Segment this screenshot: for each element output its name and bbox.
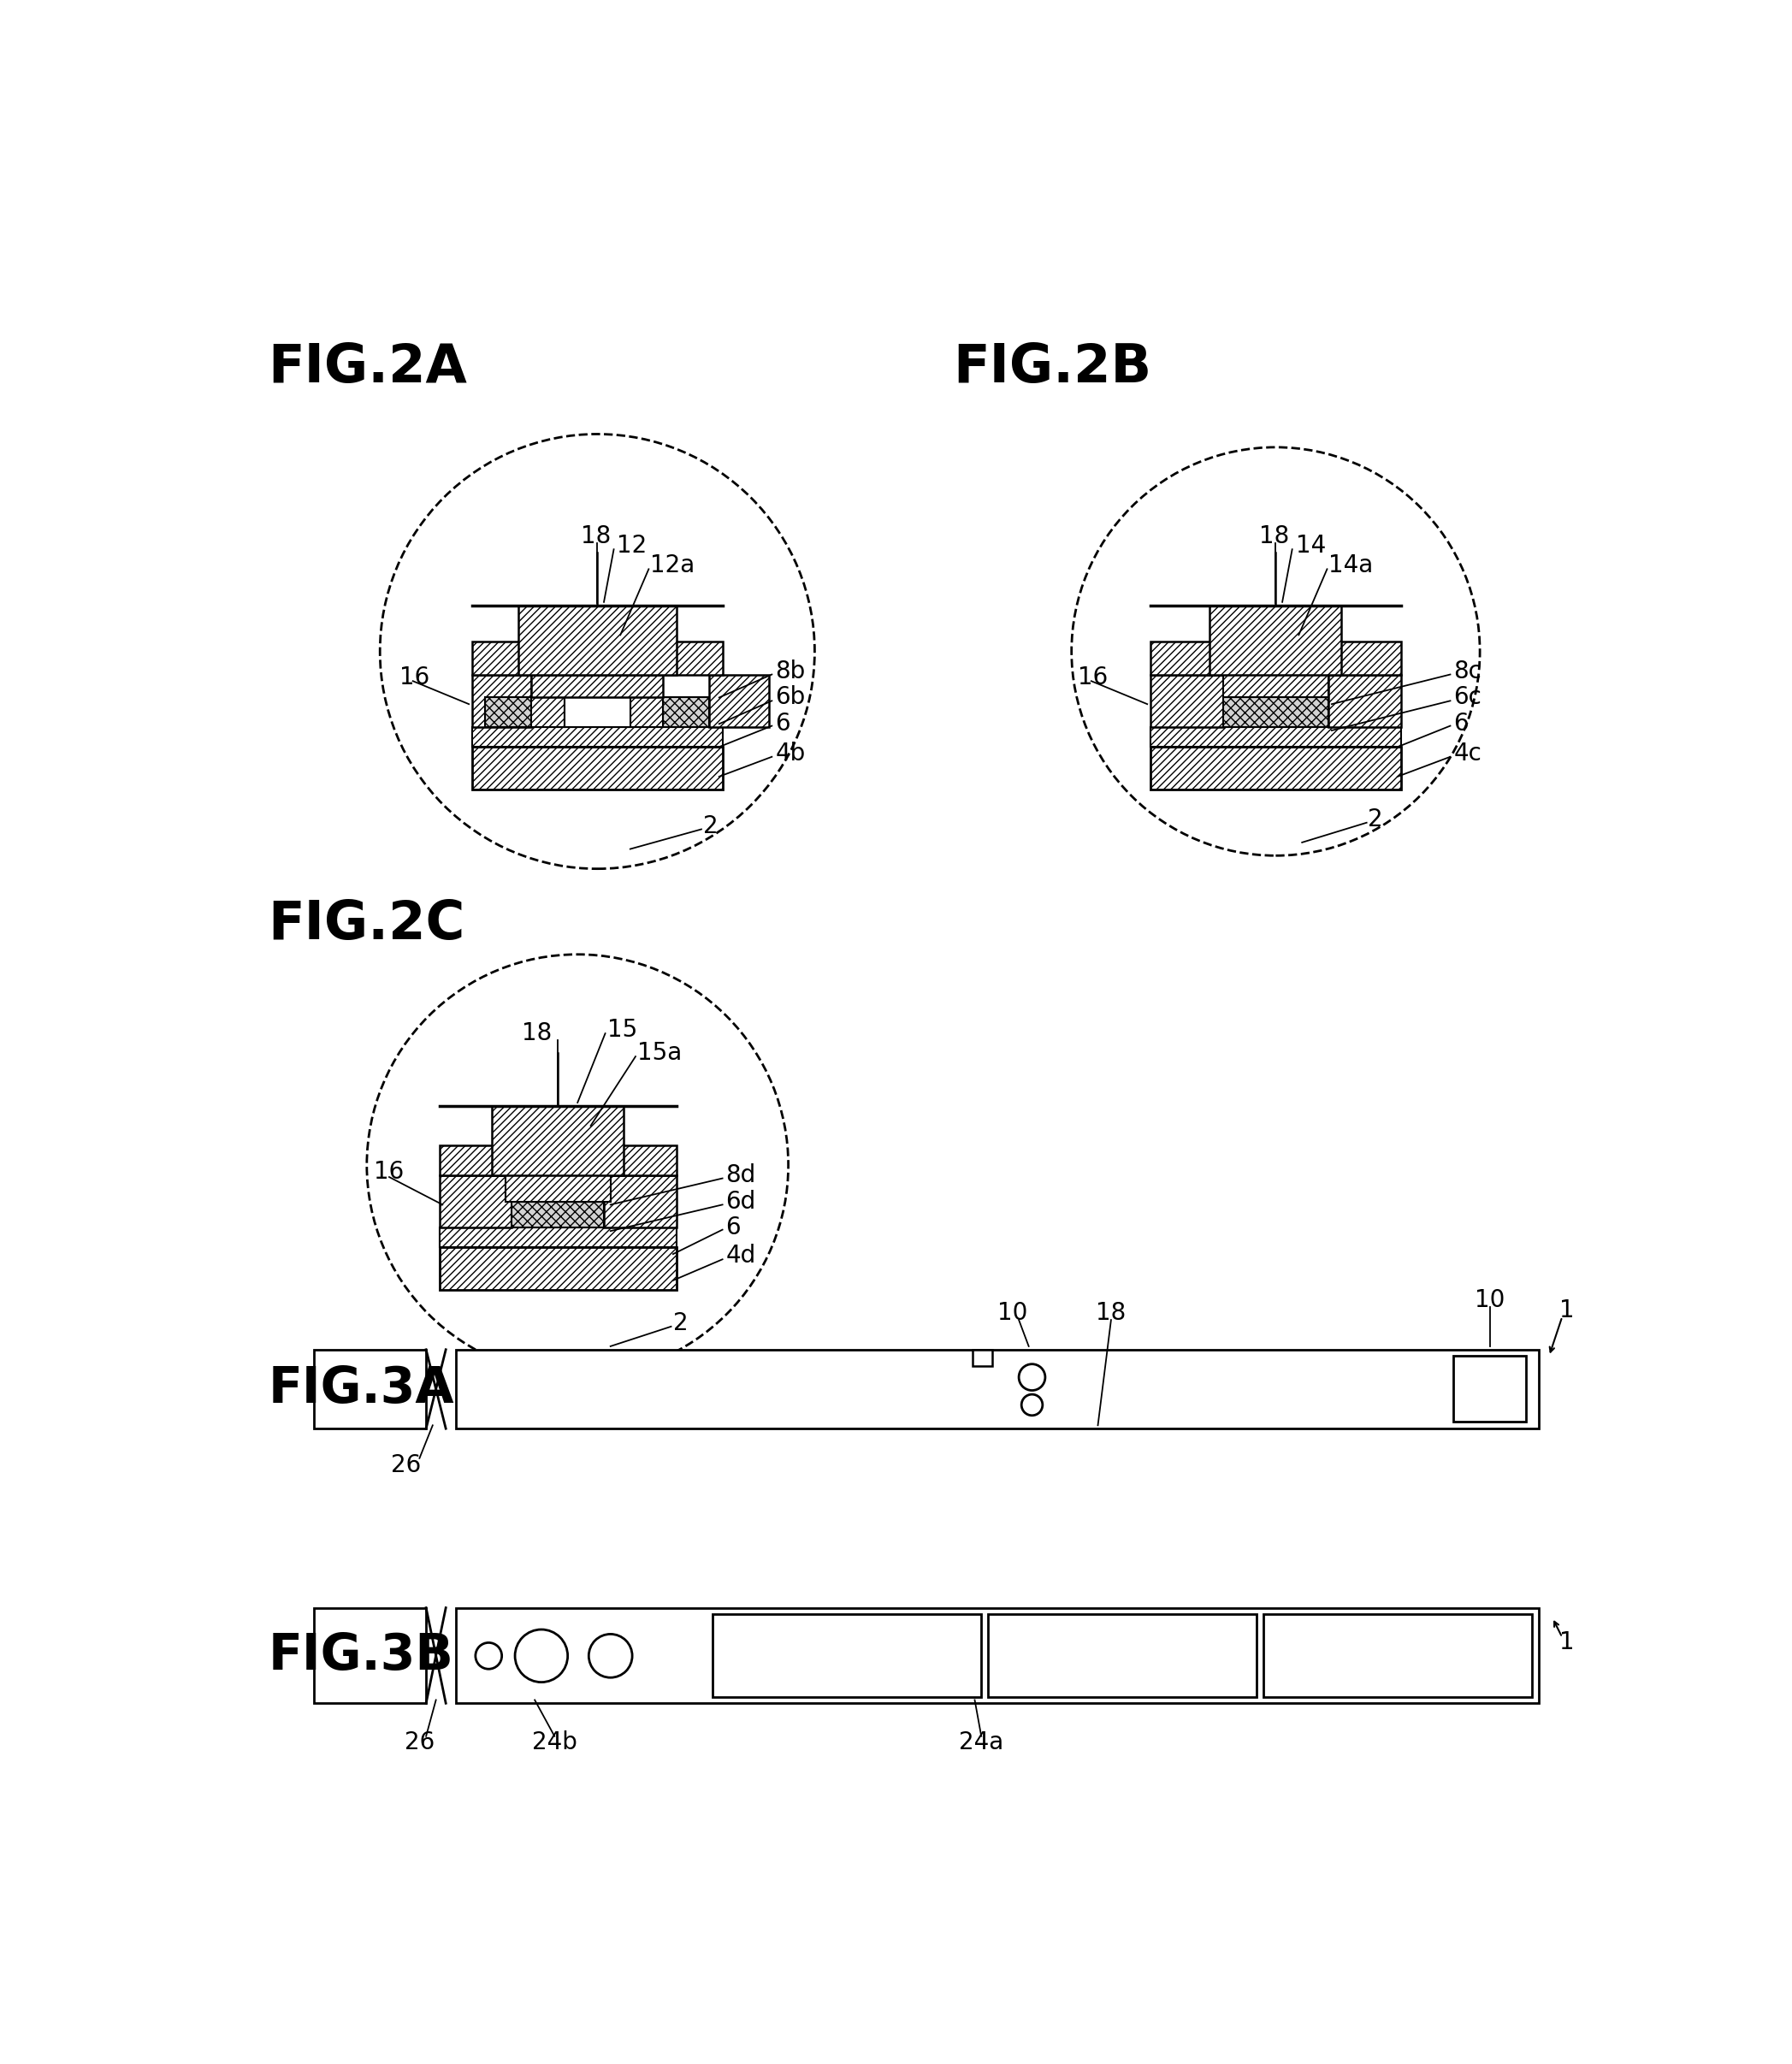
- Bar: [1150, 727, 1401, 747]
- Bar: [1328, 675, 1401, 727]
- Bar: [1150, 642, 1401, 675]
- Bar: [631, 698, 663, 727]
- Text: 8d: 8d: [726, 1162, 756, 1187]
- Bar: [455, 1350, 1539, 1428]
- Bar: [1453, 1356, 1527, 1422]
- Text: 4b: 4b: [776, 741, 805, 766]
- Text: FIG.2C: FIG.2C: [269, 900, 466, 949]
- Text: 4c: 4c: [1453, 741, 1482, 766]
- Bar: [471, 642, 722, 675]
- Bar: [314, 1350, 426, 1428]
- Text: 2: 2: [702, 813, 719, 838]
- Bar: [987, 1614, 1256, 1697]
- Text: 14a: 14a: [1328, 553, 1373, 578]
- Bar: [1150, 747, 1401, 791]
- Bar: [493, 1106, 624, 1174]
- Text: 8c: 8c: [1453, 658, 1482, 683]
- Bar: [1210, 605, 1342, 675]
- Text: 10: 10: [996, 1302, 1027, 1325]
- Text: FIG.3B: FIG.3B: [269, 1631, 453, 1680]
- Text: 8b: 8b: [776, 658, 805, 683]
- Text: 12: 12: [616, 535, 647, 557]
- Bar: [1263, 1614, 1532, 1697]
- Bar: [663, 698, 710, 727]
- Bar: [1150, 675, 1222, 727]
- Bar: [439, 1174, 513, 1228]
- Bar: [973, 1350, 993, 1366]
- Bar: [486, 698, 532, 727]
- Bar: [471, 747, 722, 791]
- Text: 15: 15: [607, 1018, 638, 1042]
- Bar: [314, 1608, 426, 1703]
- Bar: [564, 698, 631, 727]
- Bar: [439, 1228, 676, 1247]
- Bar: [1222, 698, 1328, 727]
- Bar: [532, 698, 564, 727]
- Text: 24b: 24b: [532, 1732, 577, 1754]
- Bar: [471, 727, 722, 747]
- Text: 15a: 15a: [636, 1040, 681, 1065]
- Text: 16: 16: [400, 667, 430, 689]
- Text: 6: 6: [726, 1216, 740, 1240]
- Text: 26: 26: [405, 1732, 435, 1754]
- Text: FIG.3A: FIG.3A: [269, 1364, 453, 1414]
- Bar: [713, 1614, 982, 1697]
- Bar: [604, 1174, 676, 1228]
- Bar: [439, 1146, 676, 1174]
- Text: 24a: 24a: [959, 1732, 1004, 1754]
- Bar: [455, 1608, 1539, 1703]
- Text: 12a: 12a: [650, 553, 695, 578]
- Bar: [1222, 675, 1328, 698]
- Text: 6: 6: [1453, 712, 1469, 737]
- Text: 10: 10: [1475, 1288, 1505, 1313]
- Text: 2: 2: [674, 1311, 688, 1335]
- Text: 6b: 6b: [776, 685, 805, 710]
- Bar: [513, 1201, 604, 1228]
- Text: 26: 26: [391, 1453, 421, 1478]
- Text: 6c: 6c: [1453, 685, 1482, 710]
- Text: FIG.2B: FIG.2B: [953, 343, 1152, 394]
- Text: 16: 16: [373, 1160, 403, 1185]
- Text: 18: 18: [521, 1022, 552, 1044]
- Text: 18: 18: [581, 524, 611, 549]
- Text: 18: 18: [1097, 1302, 1125, 1325]
- Text: 16: 16: [1079, 667, 1107, 689]
- Text: 4d: 4d: [726, 1245, 756, 1267]
- Bar: [471, 675, 532, 727]
- Text: 14: 14: [1296, 535, 1326, 557]
- Bar: [710, 675, 769, 727]
- Text: 18: 18: [1260, 524, 1290, 549]
- Text: 1: 1: [1559, 1631, 1573, 1655]
- Text: 6: 6: [776, 712, 790, 737]
- Text: 2: 2: [1367, 807, 1383, 832]
- Bar: [439, 1247, 676, 1290]
- Text: 1: 1: [1559, 1298, 1573, 1323]
- Text: FIG.2A: FIG.2A: [269, 343, 468, 394]
- Bar: [505, 1174, 611, 1201]
- Bar: [518, 605, 676, 675]
- Bar: [532, 675, 663, 698]
- Text: 6d: 6d: [726, 1189, 756, 1214]
